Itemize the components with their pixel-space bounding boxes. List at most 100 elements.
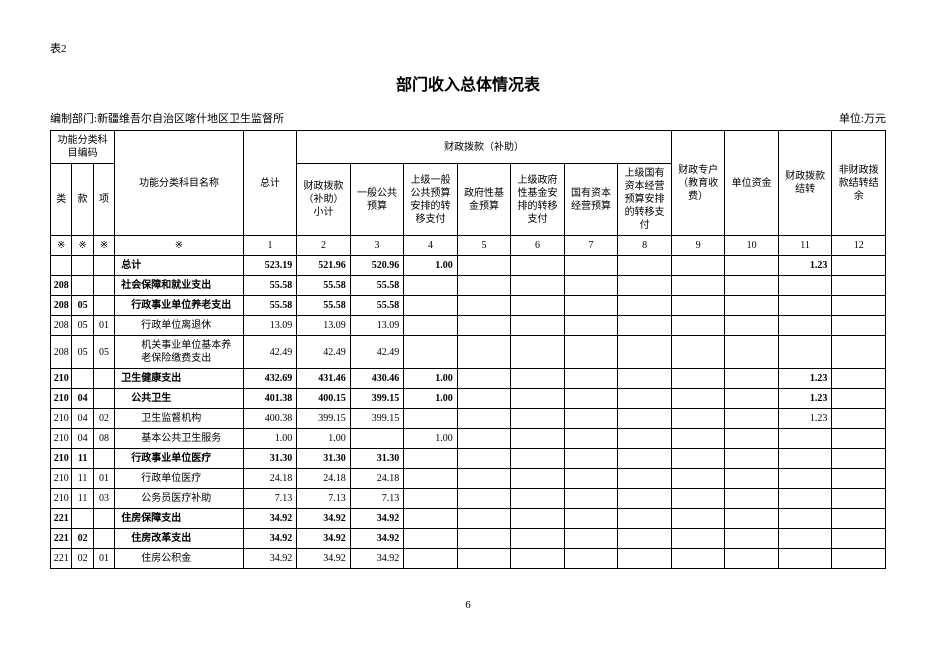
code-cell: 208 [51, 276, 72, 296]
value-cell: 523.19 [243, 256, 297, 276]
value-cell [618, 429, 672, 449]
table-row: 2101103公务员医疗补助7.137.137.13 [51, 489, 886, 509]
name-cell: 行政单位离退休 [115, 316, 243, 336]
value-cell [832, 316, 886, 336]
code-cell [93, 276, 114, 296]
unit-label: 单位:万元 [839, 110, 886, 126]
code-cell: 210 [51, 429, 72, 449]
code-cell: 04 [72, 409, 93, 429]
value-cell [671, 469, 725, 489]
value-cell [725, 429, 779, 449]
value-cell: 55.58 [297, 276, 351, 296]
value-cell: 34.92 [243, 529, 297, 549]
value-cell [778, 276, 832, 296]
table-row: 208社会保障和就业支出55.5855.5855.58 [51, 276, 886, 296]
header-kuan: 款 [72, 164, 93, 236]
value-cell: 55.58 [350, 276, 404, 296]
value-cell: 400.15 [297, 389, 351, 409]
value-cell: 1.00 [404, 256, 458, 276]
value-cell [564, 489, 618, 509]
code-cell: 221 [51, 529, 72, 549]
code-cell [93, 389, 114, 409]
name-cell: 公务员医疗补助 [115, 489, 243, 509]
header-total: 总计 [243, 131, 297, 236]
value-cell [618, 529, 672, 549]
value-cell [511, 296, 565, 316]
value-cell [564, 529, 618, 549]
marker-num: 10 [725, 236, 779, 256]
table-row: 2080505机关事业单位基本养老保险缴费支出42.4942.4942.49 [51, 336, 886, 369]
header-func-code: 功能分类科目编码 [51, 131, 115, 164]
value-cell [511, 389, 565, 409]
value-cell: 399.15 [350, 409, 404, 429]
value-cell [564, 509, 618, 529]
marker-num: 2 [297, 236, 351, 256]
value-cell [511, 409, 565, 429]
marker-star: ※ [51, 236, 72, 256]
code-cell: 210 [51, 369, 72, 389]
value-cell: 13.09 [243, 316, 297, 336]
value-cell: 521.96 [297, 256, 351, 276]
value-cell [778, 296, 832, 316]
value-cell [778, 549, 832, 569]
marker-num: 8 [618, 236, 672, 256]
value-cell [618, 449, 672, 469]
value-cell [511, 469, 565, 489]
name-cell: 行政事业单位养老支出 [115, 296, 243, 316]
value-cell [511, 336, 565, 369]
value-cell [618, 489, 672, 509]
value-cell [778, 489, 832, 509]
code-cell [93, 296, 114, 316]
value-cell [832, 296, 886, 316]
code-cell [93, 509, 114, 529]
code-cell [93, 369, 114, 389]
value-cell [457, 256, 511, 276]
value-cell [671, 489, 725, 509]
value-cell [564, 409, 618, 429]
value-cell [457, 296, 511, 316]
value-cell: 34.92 [297, 509, 351, 529]
value-cell [725, 336, 779, 369]
value-cell [404, 509, 458, 529]
value-cell: 7.13 [350, 489, 404, 509]
code-cell [93, 529, 114, 549]
code-cell: 210 [51, 449, 72, 469]
value-cell [832, 489, 886, 509]
value-cell [832, 429, 886, 449]
marker-num: 4 [404, 236, 458, 256]
value-cell: 31.30 [297, 449, 351, 469]
value-cell [511, 489, 565, 509]
value-cell [778, 529, 832, 549]
marker-star: ※ [93, 236, 114, 256]
dept-info: 编制部门:新疆维吾尔自治区喀什地区卫生监督所 [50, 110, 284, 126]
value-cell [618, 296, 672, 316]
code-cell: 02 [72, 529, 93, 549]
header-c4: 政府性基金预算 [457, 164, 511, 236]
table-row: 2100402卫生监督机构400.38399.15399.151.23 [51, 409, 886, 429]
value-cell [457, 336, 511, 369]
value-cell [671, 256, 725, 276]
page-title: 部门收入总体情况表 [50, 71, 886, 95]
value-cell: 55.58 [243, 296, 297, 316]
header-c6: 国有资本经营预算 [564, 164, 618, 236]
value-cell [832, 256, 886, 276]
header-c1: 财政拨款（补助）小计 [297, 164, 351, 236]
dept-label: 编制部门: [50, 113, 97, 125]
value-cell [457, 449, 511, 469]
value-cell [832, 529, 886, 549]
value-cell: 34.92 [350, 509, 404, 529]
table-row: 2100408基本公共卫生服务1.001.001.00 [51, 429, 886, 449]
value-cell: 34.92 [350, 549, 404, 569]
value-cell [457, 389, 511, 409]
value-cell [511, 429, 565, 449]
value-cell: 520.96 [350, 256, 404, 276]
name-cell: 总计 [115, 256, 243, 276]
value-cell [778, 429, 832, 449]
value-cell: 24.18 [297, 469, 351, 489]
value-cell [618, 316, 672, 336]
value-cell [778, 316, 832, 336]
value-cell: 1.00 [404, 389, 458, 409]
value-cell [618, 256, 672, 276]
value-cell [618, 276, 672, 296]
code-cell: 208 [51, 336, 72, 369]
